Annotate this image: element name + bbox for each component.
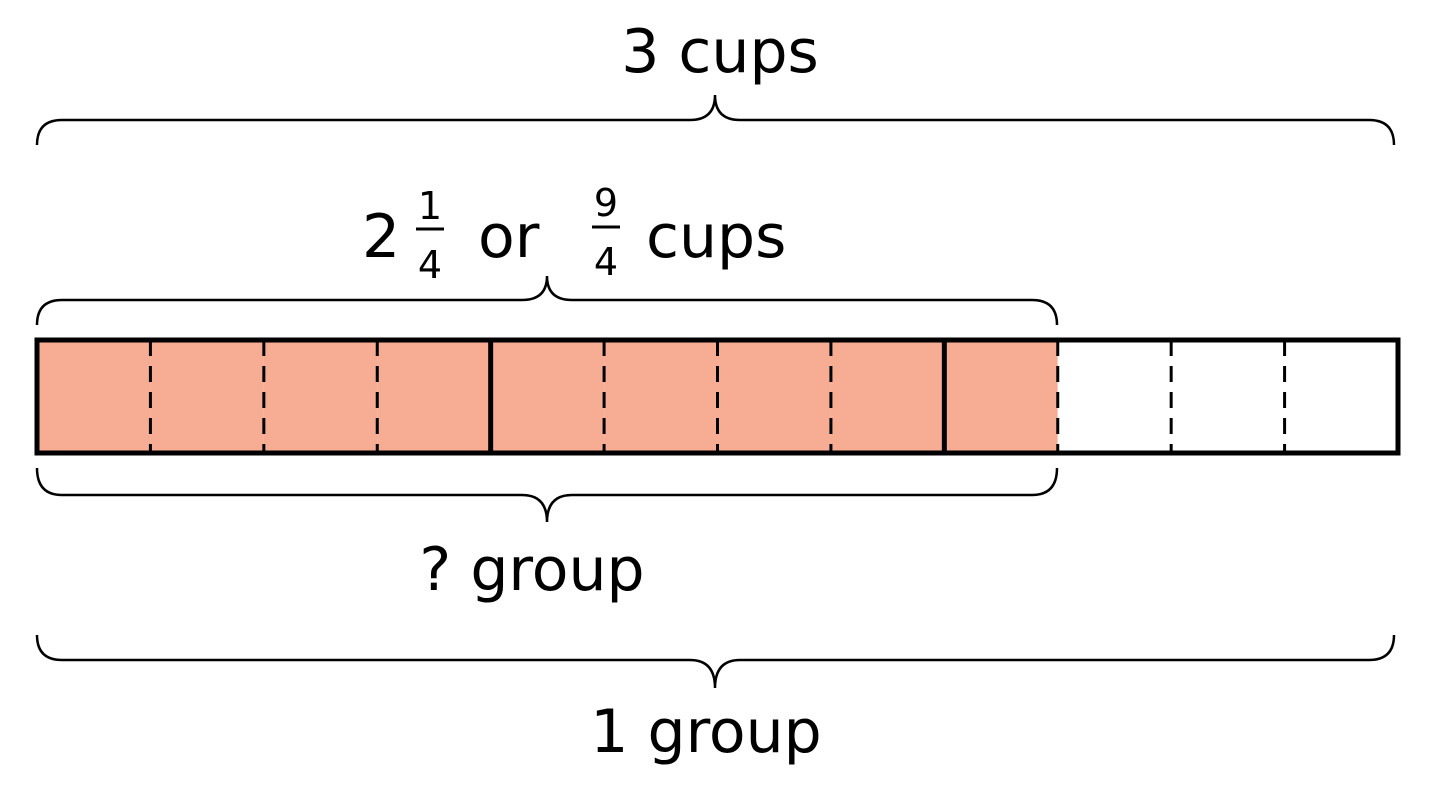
tape-part-shaded xyxy=(37,340,151,453)
brace-one-group xyxy=(35,634,1396,689)
improper-numerator: 9 xyxy=(594,181,618,225)
mixed-denominator: 4 xyxy=(418,243,442,287)
tape-part-shaded xyxy=(830,340,945,453)
brace-known-cups xyxy=(35,275,1059,326)
brace-unknown-group xyxy=(35,467,1059,523)
cups-word: cups xyxy=(646,202,786,272)
tape-part-empty xyxy=(1284,340,1398,453)
label-unknown-group: ? group xyxy=(419,535,644,605)
brace-total-cups xyxy=(35,94,1396,146)
label-one-group: 1 group xyxy=(590,697,822,767)
tape-part-shaded xyxy=(263,340,378,453)
or-word: or xyxy=(478,202,540,272)
mixed-whole: 2 xyxy=(362,202,400,272)
tape-part-shaded xyxy=(604,340,718,453)
tape-part-shaded xyxy=(377,340,491,453)
tape-outline xyxy=(34,337,1401,456)
improper-denominator: 4 xyxy=(594,240,618,284)
tape-part-shaded xyxy=(717,340,831,453)
tape-part-shaded xyxy=(490,340,605,453)
mixed-numerator: 1 xyxy=(418,184,442,228)
label-known-cups: 2 1 4 or 9 4 cups xyxy=(362,181,786,287)
tape-part-shaded xyxy=(944,340,1058,453)
label-total-cups: 3 cups xyxy=(621,17,819,87)
tape-part-shaded xyxy=(150,340,264,453)
tape-bar xyxy=(34,337,1401,456)
tape-part-empty xyxy=(1171,340,1285,453)
tape-part-empty xyxy=(1057,340,1172,453)
